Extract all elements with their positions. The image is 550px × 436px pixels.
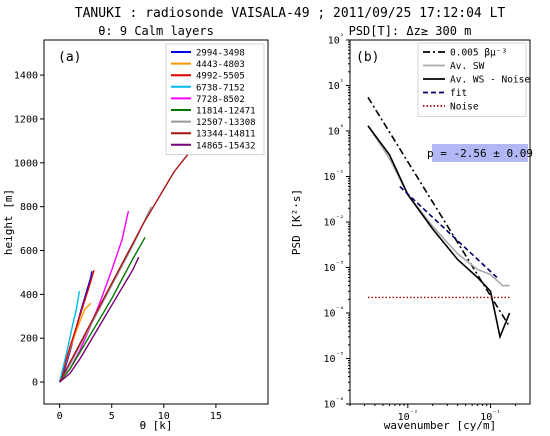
y-tick-label: 800 [20, 202, 38, 213]
panel-a: θ: 9 Calm layers (a) 0 5 10 15 0 200 400 600 800 10… [2, 24, 269, 432]
legend-label: 7728-8502 [196, 95, 245, 105]
y-tick-label: 10⁻⁵ [324, 351, 344, 365]
legend-label: 4992-5505 [196, 72, 245, 82]
x-tick-label: 10 [158, 411, 170, 422]
y-tick-label: 1400 [14, 71, 38, 82]
x-tick-label: 10⁻¹ [480, 409, 500, 423]
y-tick-label: 400 [20, 290, 38, 301]
y-tick-label: 10⁻⁶ [324, 397, 344, 411]
series-line-fit [399, 186, 498, 279]
x-tick-label: 10⁻² [398, 409, 418, 423]
y-tick-label: 10⁻² [324, 215, 344, 229]
legend-label: fit [450, 88, 467, 99]
y-tick-label: 0 [32, 378, 38, 389]
panel-a-ylabel: height [m] [2, 189, 15, 255]
panel-b-frame [349, 39, 531, 405]
legend-label: 2994-3498 [196, 49, 245, 59]
y-tick-label: 10² [328, 33, 344, 47]
series-line-Av. SW [367, 125, 510, 287]
panel-b-label: (b) [356, 50, 379, 65]
y-tick-label: 10⁻¹ [324, 169, 344, 183]
legend-label: Noise [450, 102, 479, 113]
legend-label: Av. SW [450, 61, 485, 72]
panel-b: PSD[T]: Δz≥ 300 m (b) 10⁻² 10⁻¹ 10⁻⁶ 10⁻⁵ 10⁻⁴… [290, 24, 533, 432]
y-tick-label: 1000 [14, 158, 38, 169]
legend-label: 12507-13308 [196, 118, 256, 128]
figure-suptitle: TANUKI : radiosonde VAISALA-49 ; 2011/09… [75, 6, 506, 21]
panel-b-ylabel: PSD [K²·s] [290, 189, 303, 255]
legend-label: 11814-12471 [196, 107, 256, 117]
panel-a-xlabel: θ [k] [139, 419, 172, 432]
series-line-6738-7152 [58, 290, 81, 383]
y-tick-label: 10⁻³ [324, 260, 344, 274]
legend-label: 14865-15432 [196, 141, 256, 151]
series-line-11814-12471 [59, 236, 146, 383]
panel-a-label: (a) [58, 50, 81, 65]
legend-label: 0.005 βμ⁻³ [450, 48, 507, 59]
panel-b-xlabel: wavenumber [cy/m] [384, 419, 497, 432]
series-line-Av. WS - Noise [367, 125, 511, 340]
x-tick-label: 0 [57, 411, 63, 422]
y-tick-label: 10⁻⁴ [324, 306, 344, 320]
x-tick-label: 15 [210, 411, 222, 422]
series-line-0.005 βμ⁻³ [367, 96, 511, 328]
x-tick-label: 5 [109, 411, 115, 422]
legend-label: 6738-7152 [196, 83, 245, 93]
legend-label: 4443-4803 [196, 60, 245, 70]
panel-b-title: PSD[T]: Δz≥ 300 m [349, 24, 472, 38]
fit-annotation: p = -2.56 ± 0.09 [427, 147, 533, 160]
series-line-4992-5505 [58, 270, 95, 383]
series-line-7728-8502 [59, 210, 130, 383]
y-tick-label: 1200 [14, 114, 38, 125]
legend-label: Av. WS - Noise [450, 75, 530, 86]
panel-a-title: θ: 9 Calm layers [98, 24, 214, 38]
y-tick-label: 10⁰ [328, 124, 344, 138]
y-tick-label: 10¹ [328, 78, 344, 92]
panel-a-frame [43, 39, 269, 405]
series-line-14865-15432 [59, 256, 140, 383]
panel-b-plot [367, 96, 511, 340]
fit-annotation-box [432, 144, 528, 162]
y-tick-label: 200 [20, 334, 38, 345]
y-tick-label: 600 [20, 246, 38, 257]
legend-label: 13344-14811 [196, 130, 256, 140]
